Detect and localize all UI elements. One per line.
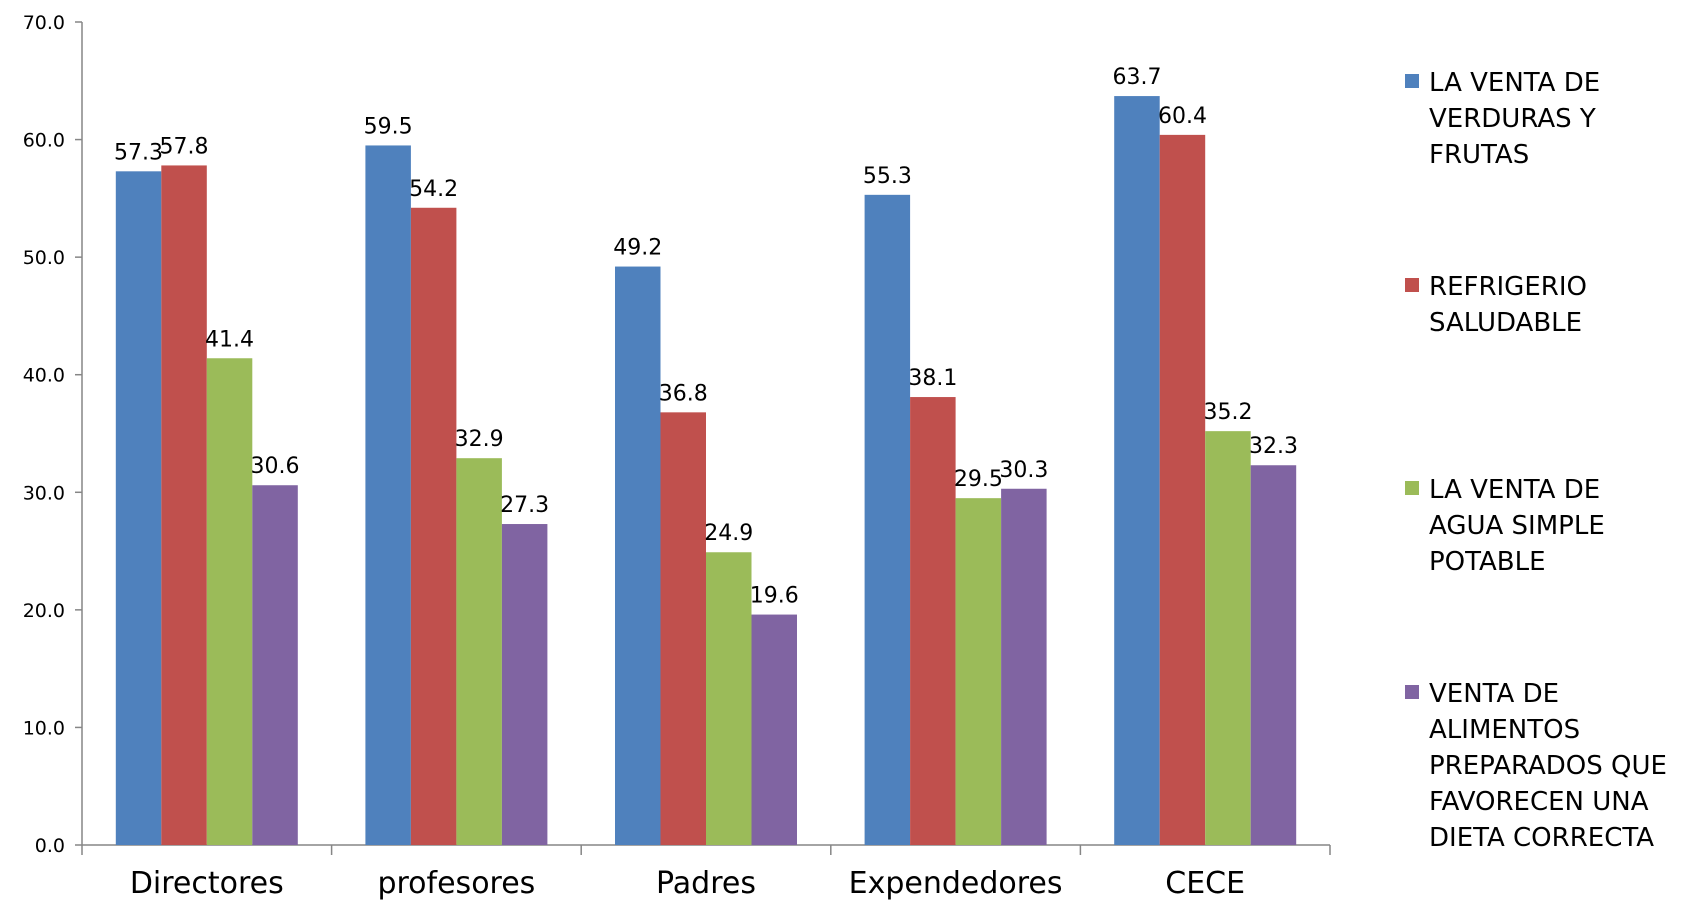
x-tick-label: profesores xyxy=(377,866,535,901)
bars xyxy=(115,96,1297,846)
data-label: 30.3 xyxy=(999,458,1048,483)
y-tick-label: 70.0 xyxy=(23,12,65,34)
data-label: 63.7 xyxy=(1112,65,1161,90)
legend-label: LA VENTA DE xyxy=(1429,475,1600,505)
bar xyxy=(660,412,706,845)
y-tick-label: 40.0 xyxy=(23,365,65,387)
legend-label: REFRIGERIO xyxy=(1429,272,1587,302)
data-label: 27.3 xyxy=(500,493,549,518)
legend-label: FAVORECEN UNA xyxy=(1429,787,1649,817)
data-label: 24.9 xyxy=(704,521,753,546)
legend-label: LA VENTA DE xyxy=(1429,68,1600,98)
bar xyxy=(456,458,502,845)
data-label: 60.4 xyxy=(1158,104,1207,129)
y-tick-label: 60.0 xyxy=(23,130,65,152)
bar xyxy=(501,524,548,845)
data-label: 49.2 xyxy=(613,236,662,261)
bar xyxy=(1205,431,1251,845)
bar xyxy=(115,171,162,845)
bar xyxy=(864,194,911,845)
data-label: 36.8 xyxy=(659,381,708,406)
data-label: 38.1 xyxy=(908,366,957,391)
legend-label: DIETA CORRECTA xyxy=(1429,823,1654,853)
bar xyxy=(1159,134,1206,845)
legend-label: PREPARADOS QUE xyxy=(1429,751,1667,781)
x-tick-label: Directores xyxy=(130,866,284,901)
bar xyxy=(206,358,253,845)
y-tick-label: 30.0 xyxy=(23,482,65,504)
legend-label: POTABLE xyxy=(1429,547,1546,577)
data-label: 57.8 xyxy=(160,134,209,159)
y-tick-label: 0.0 xyxy=(35,835,65,857)
bar xyxy=(706,552,752,845)
data-label: 57.3 xyxy=(114,140,163,165)
data-label: 30.6 xyxy=(251,454,300,479)
y-tick-label: 50.0 xyxy=(23,247,65,269)
y-tick-label: 20.0 xyxy=(23,600,65,622)
data-label: 35.2 xyxy=(1203,400,1252,425)
bar xyxy=(955,498,1002,845)
legend-label: AGUA SIMPLE xyxy=(1429,511,1605,541)
data-label: 32.9 xyxy=(455,427,504,452)
legend-swatch xyxy=(1405,685,1419,699)
data-label: 54.2 xyxy=(409,177,458,202)
data-label: 41.4 xyxy=(205,327,254,352)
bar xyxy=(161,165,207,846)
legend-label: SALUDABLE xyxy=(1429,308,1582,338)
bar xyxy=(615,266,661,845)
legend-swatch xyxy=(1405,481,1419,495)
x-axis: Directores profesores Padres Expendedores CE… xyxy=(81,844,1331,901)
legend-label: ALIMENTOS xyxy=(1429,715,1580,745)
bar xyxy=(751,614,797,845)
x-tick-label: CECE xyxy=(1165,866,1245,901)
y-tick-label: 10.0 xyxy=(23,717,65,739)
legend-swatch xyxy=(1405,278,1419,292)
data-label: 55.3 xyxy=(863,164,912,189)
legend-label: VERDURAS Y xyxy=(1429,104,1596,134)
data-labels: 57.3 59.5 49.2 55.3 63.7 57.8 54.2 36.8 38.1 60.4… xyxy=(114,65,1298,608)
data-label: 29.5 xyxy=(954,467,1003,492)
bar xyxy=(1114,96,1160,845)
data-label: 32.3 xyxy=(1249,434,1298,459)
bar xyxy=(410,207,457,845)
legend-swatch xyxy=(1405,74,1419,88)
bar xyxy=(1001,488,1047,845)
legend: LA VENTA DE VERDURAS Y FRUTAS REFRIGERIO SAL… xyxy=(1405,68,1667,853)
x-tick-label: Padres xyxy=(656,866,756,901)
legend-label: FRUTAS xyxy=(1429,140,1529,170)
bar xyxy=(252,485,298,845)
data-label: 59.5 xyxy=(364,114,413,139)
bar xyxy=(910,397,956,845)
bar xyxy=(365,145,411,845)
data-label: 19.6 xyxy=(750,584,799,609)
y-axis: 0.0 10.0 20.0 30.0 40.0 50.0 60.0 70.0 xyxy=(23,12,83,857)
bar xyxy=(1250,465,1297,845)
legend-label: VENTA DE xyxy=(1429,679,1559,709)
x-tick-label: Expendedores xyxy=(849,866,1063,901)
